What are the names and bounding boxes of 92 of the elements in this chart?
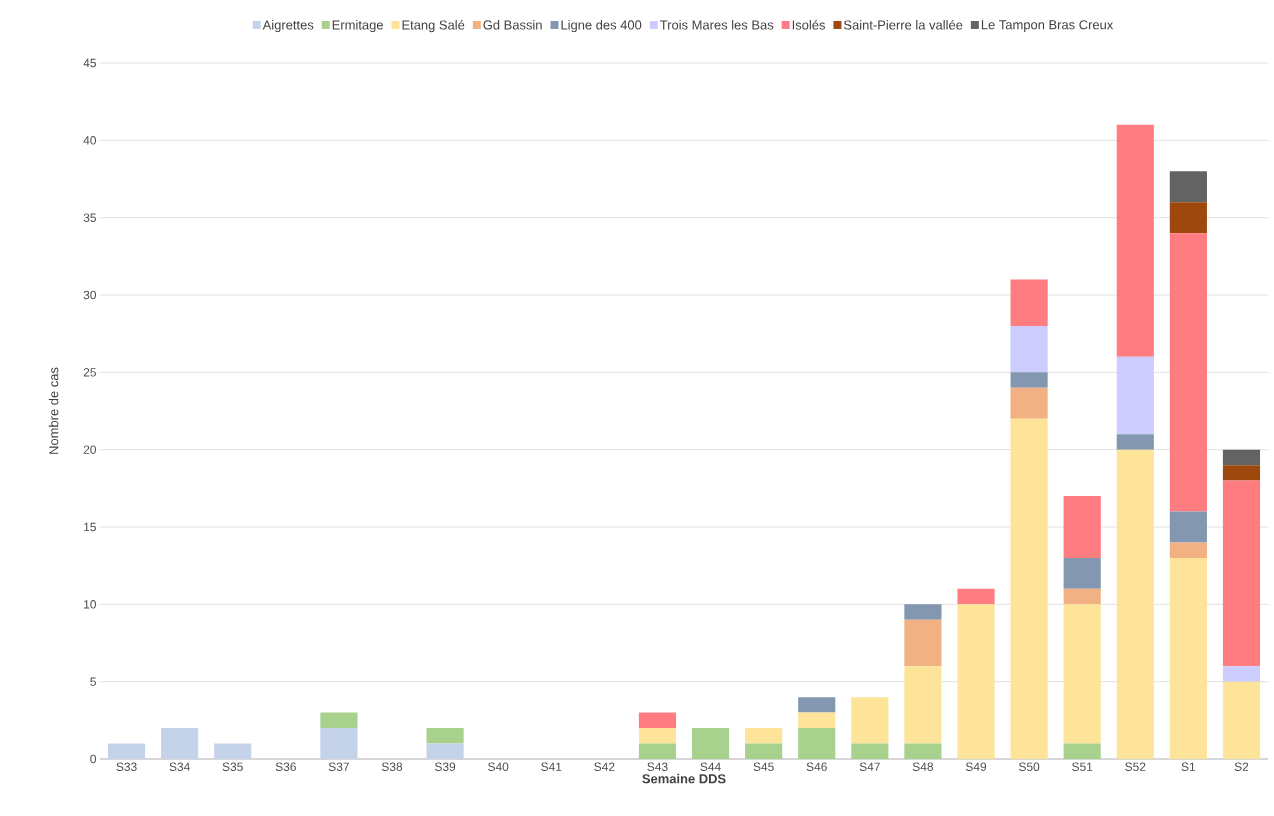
- bar: [1063, 496, 1101, 558]
- y-tick-label: 25: [83, 368, 96, 377]
- bar: [1169, 542, 1207, 558]
- bar: [107, 743, 146, 759]
- x-tick-label: S47: [859, 762, 880, 771]
- bar: [1169, 511, 1207, 543]
- bar: [638, 728, 677, 744]
- y-tick-label: 45: [83, 58, 96, 68]
- bar: [1116, 356, 1154, 435]
- bar: [745, 728, 783, 744]
- x-tick-label: S50: [1019, 762, 1040, 771]
- x-tick-label: S42: [594, 762, 615, 771]
- bar: [851, 743, 889, 759]
- x-tick-label: S40: [488, 762, 509, 771]
- bar: [1222, 666, 1261, 682]
- x-tick-label: S34: [169, 762, 190, 771]
- bar: [798, 712, 836, 729]
- bar: [426, 728, 464, 744]
- bar: [320, 712, 358, 729]
- bar: [851, 697, 889, 744]
- x-tick-label: S2: [1234, 762, 1249, 771]
- x-tick-label: S36: [275, 762, 296, 771]
- bar: [1116, 434, 1154, 450]
- x-axis-title: Semaine DDS: [642, 773, 726, 784]
- bar: [1063, 604, 1101, 744]
- y-tick-label: 15: [84, 522, 96, 532]
- bar: [1010, 418, 1048, 759]
- x-tick-label: S49: [965, 762, 987, 771]
- x-tick-label: S39: [435, 762, 456, 771]
- x-tick-label: S1: [1181, 762, 1196, 771]
- bar: [1116, 449, 1154, 759]
- bar: [1063, 743, 1101, 759]
- y-tick-label: 0: [90, 754, 97, 764]
- bar: [1169, 233, 1207, 512]
- bar: [638, 712, 677, 729]
- bar: [1222, 465, 1261, 481]
- x-tick-label: S44: [700, 762, 721, 771]
- bar: [1222, 480, 1261, 667]
- bar: [745, 743, 783, 759]
- bar: [214, 743, 252, 759]
- x-tick-label: S46: [806, 762, 827, 771]
- x-tick-label: S37: [328, 762, 349, 771]
- bar: [1169, 202, 1207, 234]
- legend-label: Isolés: [792, 19, 826, 30]
- x-tick-label: S33: [116, 762, 137, 771]
- legend-label: Trois Mares les Bas: [660, 20, 774, 30]
- x-tick-label: S48: [912, 762, 934, 771]
- bar: [1222, 681, 1261, 759]
- x-tick-label: S38: [381, 762, 403, 771]
- bar: [691, 728, 730, 759]
- legend-label: Ligne des 400: [561, 20, 642, 33]
- bar: [1222, 449, 1261, 466]
- bar: [1010, 387, 1048, 419]
- bar: [638, 743, 677, 759]
- y-tick-label: 5: [90, 677, 96, 686]
- bar: [1116, 124, 1154, 357]
- legend-label: Ermitage: [332, 20, 383, 33]
- bar: [161, 728, 199, 759]
- bar: [904, 666, 942, 744]
- bar: [1063, 557, 1101, 589]
- legend-label: Gd Bassin: [483, 20, 542, 30]
- y-tick-label: 20: [83, 445, 97, 454]
- y-tick-label: 10: [84, 600, 97, 609]
- bar: [1063, 588, 1101, 605]
- bar: [798, 697, 836, 713]
- y-tick-label: 40: [83, 136, 97, 145]
- bar: [1169, 171, 1207, 203]
- legend-label: Etang Salé: [402, 19, 465, 33]
- bar: [1169, 557, 1207, 759]
- bar: [798, 728, 836, 759]
- x-tick-label: S43: [647, 762, 668, 771]
- bar: [320, 728, 358, 759]
- legend-label: Aigrettes: [262, 20, 314, 33]
- bar: [904, 604, 942, 620]
- legend-label: Saint-Pierre la vallée: [844, 19, 963, 30]
- legend-label: Le Tampon Bras Creux: [981, 20, 1114, 32]
- bar: [1010, 279, 1048, 326]
- bar: [1010, 372, 1048, 388]
- x-tick-label: S52: [1125, 762, 1146, 771]
- x-tick-label: S51: [1072, 762, 1093, 771]
- x-tick-label: S41: [541, 762, 562, 771]
- x-tick-label: S45: [753, 762, 774, 771]
- x-tick-label: S35: [222, 762, 243, 771]
- y-tick-label: 35: [83, 213, 96, 222]
- y-tick-label: 30: [83, 290, 97, 300]
- y-axis-title: Nombre de cas: [48, 367, 59, 454]
- bar: [426, 743, 464, 759]
- bar: [957, 604, 995, 759]
- bar: [957, 588, 995, 605]
- bar: [1010, 325, 1048, 373]
- bar: [904, 619, 942, 667]
- bar: [904, 743, 942, 759]
